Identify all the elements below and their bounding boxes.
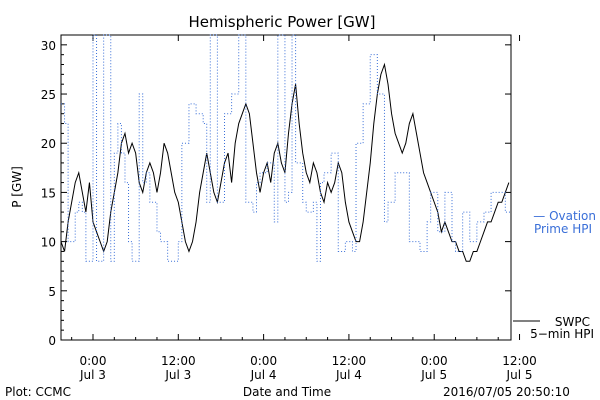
x-tick-time-label: 12:00: [502, 354, 537, 368]
y-tick-label: 15: [41, 186, 56, 200]
footer-plot-source: Plot: CCMC: [5, 385, 71, 399]
x-tick-time-label: 12:00: [161, 354, 196, 368]
y-tick-label: 10: [41, 236, 56, 250]
y-tick-label: 0: [48, 334, 56, 348]
y-tick-label: 20: [41, 137, 56, 151]
legend-ovation-line1: — Ovation: [533, 209, 596, 223]
legend-ovation-line2: Prime HPI: [534, 222, 592, 236]
chart-title: Hemispheric Power [GW]: [189, 13, 376, 31]
x-tick-time-label: 0:00: [80, 354, 107, 368]
series-layer: [60, 34, 510, 262]
y-axis: 0 5 10 15 20 25 30: [41, 39, 511, 348]
plot-area-frame: [60, 34, 512, 341]
y-tick-label: 25: [41, 88, 56, 102]
x-tick-time-label: 0:00: [421, 354, 448, 368]
x-tick-date-label: Jul 4: [335, 368, 362, 382]
legend-swpc-line2: 5−min HPI: [530, 327, 594, 341]
y-tick-label: 30: [41, 39, 56, 53]
series-swpc-line: [60, 62, 510, 262]
x-tick-date-label: Jul 3: [79, 368, 106, 382]
y-tick-label: 5: [48, 285, 56, 299]
x-tick-date-label: Jul 5: [420, 368, 447, 382]
x-tick-time-label: 12:00: [332, 354, 367, 368]
legend-swpc-line1: SWPC: [555, 315, 590, 329]
y-axis-label: P [GW]: [10, 166, 24, 208]
footer-timestamp: 2016/07/05 20:50:10: [443, 385, 570, 399]
x-tick-date-label: Jul 3: [164, 368, 191, 382]
x-tick-date-label: Jul 4: [250, 368, 277, 382]
x-tick-date-label: Jul 5: [506, 368, 533, 382]
x-axis-label: Date and Time: [243, 385, 331, 399]
x-tick-time-label: 0:00: [250, 354, 277, 368]
